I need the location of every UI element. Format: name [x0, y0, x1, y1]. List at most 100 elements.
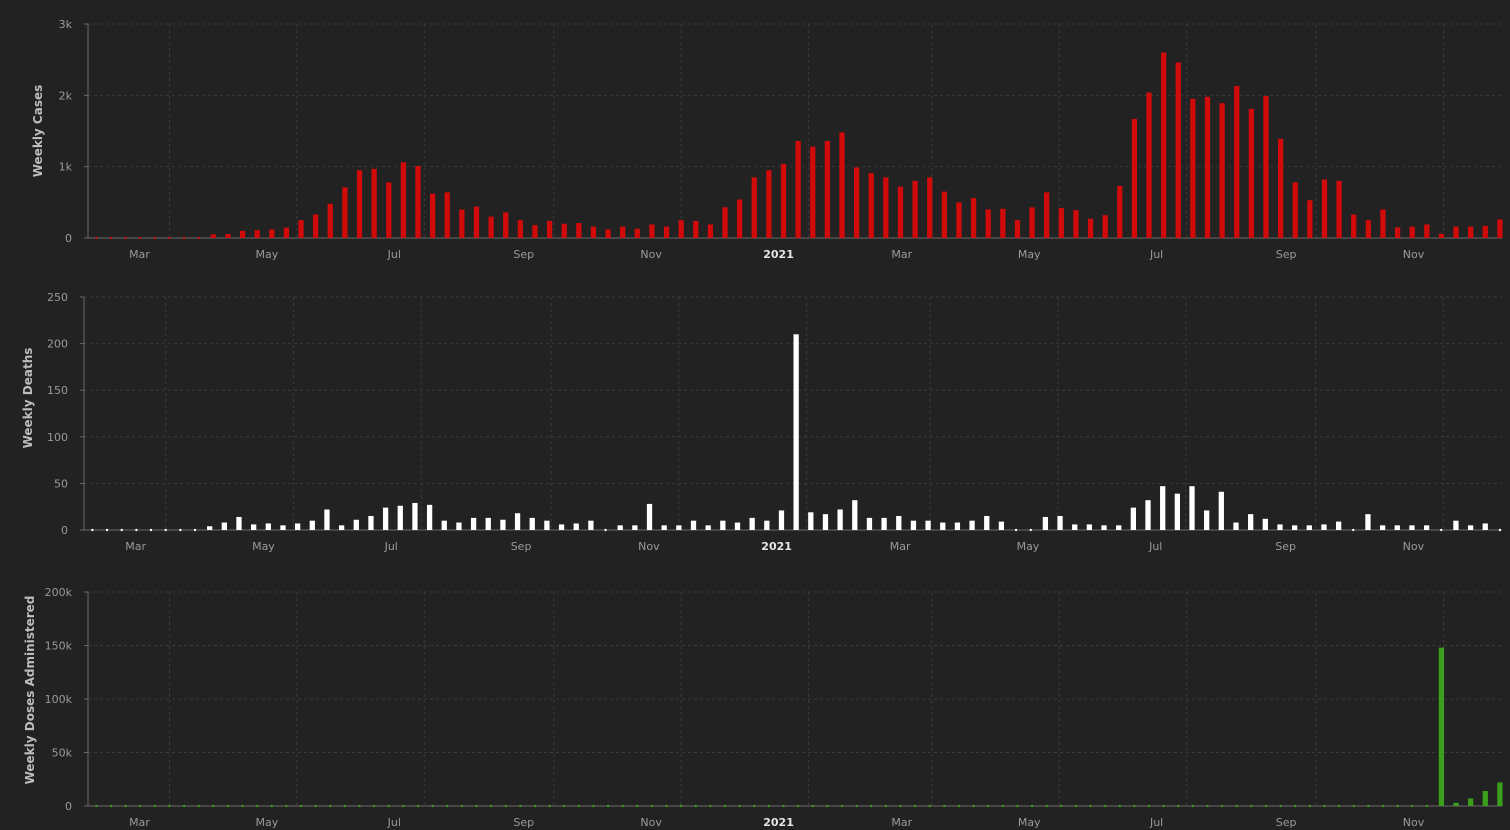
- bar: [1175, 62, 1181, 238]
- bar: [382, 507, 389, 530]
- bar-zero-marker: [1498, 528, 1502, 532]
- bar: [1029, 207, 1035, 238]
- bar: [663, 226, 670, 238]
- y-tick-label: 3k: [59, 18, 73, 31]
- bar: [558, 524, 565, 530]
- x-tick-label: Nov: [638, 540, 660, 553]
- bar-zero-marker: [972, 804, 975, 808]
- x-tick-label: Sep: [513, 816, 534, 829]
- bar: [690, 520, 697, 530]
- bar: [853, 167, 860, 238]
- bar-zero-marker: [709, 804, 712, 808]
- bar-zero-marker: [694, 804, 697, 808]
- bar: [722, 207, 728, 238]
- bar: [265, 523, 271, 530]
- bar-zero-marker: [1147, 804, 1151, 808]
- bar: [1146, 92, 1152, 238]
- bar: [1438, 647, 1445, 806]
- bar-zero-marker: [446, 804, 449, 808]
- bar-zero-marker: [182, 236, 186, 240]
- bar: [676, 525, 682, 530]
- bar: [1409, 525, 1415, 530]
- bar: [283, 227, 290, 238]
- bar: [896, 516, 902, 530]
- bar: [356, 170, 363, 238]
- bar-zero-marker: [460, 804, 464, 808]
- bar: [868, 173, 874, 238]
- bar-zero-marker: [1440, 528, 1443, 532]
- bar-zero-marker: [1294, 804, 1297, 808]
- bar: [1117, 185, 1123, 238]
- bar: [532, 225, 538, 238]
- bar-zero-marker: [606, 804, 610, 808]
- bar-zero-marker: [1264, 804, 1268, 808]
- bar: [620, 226, 626, 238]
- x-tick-label: Mar: [890, 540, 911, 553]
- bar-zero-marker: [767, 804, 771, 808]
- bar: [371, 168, 377, 238]
- bar: [749, 517, 755, 530]
- y-tick-label: 100k: [45, 693, 73, 706]
- bar: [1292, 525, 1298, 530]
- bar: [1497, 782, 1503, 806]
- bar: [353, 519, 359, 530]
- bar-zero-marker: [592, 804, 595, 808]
- bar-zero-marker: [1352, 528, 1355, 532]
- bar: [1042, 516, 1049, 530]
- bar-zero-marker: [1279, 804, 1282, 808]
- bar: [1468, 798, 1474, 806]
- bar: [1336, 180, 1342, 238]
- bar-zero-marker: [120, 528, 123, 532]
- bar: [280, 525, 286, 530]
- bar: [1438, 233, 1445, 238]
- bar: [1453, 226, 1459, 238]
- bar-zero-marker: [723, 804, 727, 808]
- bar-zero-marker: [621, 804, 624, 808]
- bar-zero-marker: [95, 236, 98, 240]
- bar-zero-marker: [811, 804, 814, 808]
- bar: [1292, 182, 1298, 238]
- y-tick-label: 1k: [59, 161, 73, 174]
- bar: [444, 192, 450, 238]
- bar: [912, 180, 918, 238]
- bar: [1086, 524, 1093, 530]
- bar: [910, 520, 917, 530]
- bar: [1102, 215, 1108, 238]
- bar: [1379, 525, 1386, 530]
- bar-zero-marker: [1001, 804, 1005, 808]
- bar: [1482, 523, 1488, 530]
- bar: [1263, 96, 1269, 239]
- bar: [632, 525, 638, 530]
- bar: [1233, 522, 1239, 530]
- bar-zero-marker: [1014, 528, 1018, 532]
- bar: [412, 502, 418, 530]
- bar-zero-marker: [1089, 804, 1092, 808]
- bar: [1497, 219, 1503, 238]
- bar: [415, 165, 421, 238]
- bar: [883, 177, 889, 238]
- bar-zero-marker: [1323, 804, 1326, 808]
- x-tick-label: Sep: [1275, 540, 1296, 553]
- bar-zero-marker: [197, 236, 200, 240]
- bar: [734, 522, 741, 530]
- bar: [1072, 524, 1078, 530]
- bar: [970, 198, 977, 238]
- bar: [737, 199, 743, 238]
- bar: [207, 526, 213, 530]
- x-tick-label: May: [255, 248, 278, 261]
- bar-zero-marker: [168, 236, 171, 240]
- bar: [881, 517, 887, 530]
- bar: [1248, 514, 1254, 530]
- bar-zero-marker: [105, 528, 109, 532]
- bar: [225, 234, 231, 238]
- bar-zero-marker: [358, 804, 361, 808]
- bar: [1131, 118, 1138, 238]
- bar-zero-marker: [1410, 804, 1414, 808]
- y-tick-label: 2k: [59, 89, 73, 102]
- bar-zero-marker: [91, 528, 94, 532]
- bar: [852, 500, 858, 530]
- bar: [576, 223, 582, 238]
- bar: [720, 520, 726, 530]
- bar: [940, 522, 946, 530]
